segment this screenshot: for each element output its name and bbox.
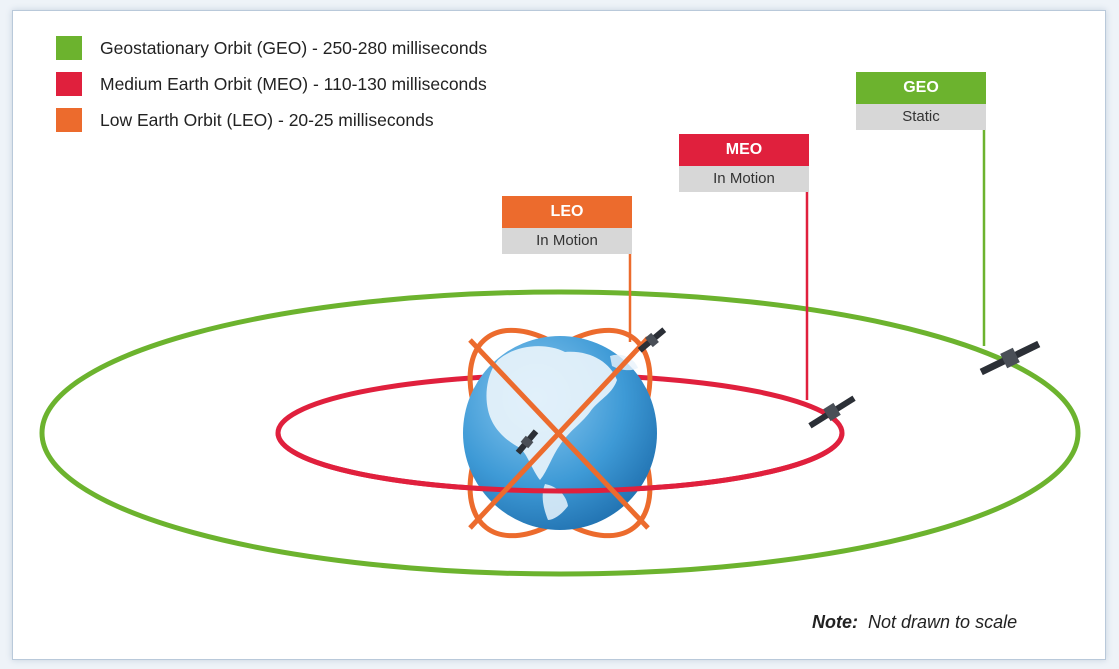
- scale-note: Note: Not drawn to scale: [812, 612, 1017, 633]
- meo-tag-status: In Motion: [679, 166, 809, 192]
- leo-tag: LEO In Motion: [502, 196, 632, 254]
- legend-label-leo: Low Earth Orbit (LEO): [100, 109, 274, 130]
- legend-label-geo: Geostationary Orbit (GEO): [100, 37, 308, 58]
- meo-tag-title: MEO: [679, 134, 809, 166]
- legend-latency-leo: 20-25 milliseconds: [288, 109, 434, 130]
- leo-satellite-2-icon: [515, 429, 539, 455]
- geo-swatch: [56, 36, 82, 60]
- meo-tag: MEO In Motion: [679, 134, 809, 192]
- leo-tag-title: LEO: [502, 196, 632, 228]
- leo-tag-status: In Motion: [502, 228, 632, 254]
- geo-satellite-icon: [979, 340, 1041, 376]
- legend: Geostationary Orbit (GEO) - 250-280 mill…: [56, 30, 487, 138]
- legend-item-leo: Low Earth Orbit (LEO) - 20-25 millisecon…: [56, 102, 487, 138]
- legend-item-meo: Medium Earth Orbit (MEO) - 110-130 milli…: [56, 66, 487, 102]
- meo-satellite-icon: [808, 395, 856, 429]
- note-label: Note:: [812, 612, 858, 632]
- legend-item-geo: Geostationary Orbit (GEO) - 250-280 mill…: [56, 30, 487, 66]
- leo-satellite-icon: [637, 327, 667, 353]
- geo-tag: GEO Static: [856, 72, 986, 130]
- legend-label-meo: Medium Earth Orbit (MEO): [100, 73, 309, 94]
- meo-swatch: [56, 72, 82, 96]
- legend-latency-geo: 250-280 milliseconds: [322, 37, 488, 58]
- note-text: Not drawn to scale: [868, 612, 1018, 632]
- legend-latency-meo: 110-130 milliseconds: [323, 73, 487, 94]
- geo-tag-status: Static: [856, 104, 986, 130]
- leo-swatch: [56, 108, 82, 132]
- geo-tag-title: GEO: [856, 72, 986, 104]
- leo-orbit-cross-2: [468, 336, 650, 530]
- meo-orbit-front: [275, 432, 845, 494]
- geo-orbit: [39, 289, 1081, 577]
